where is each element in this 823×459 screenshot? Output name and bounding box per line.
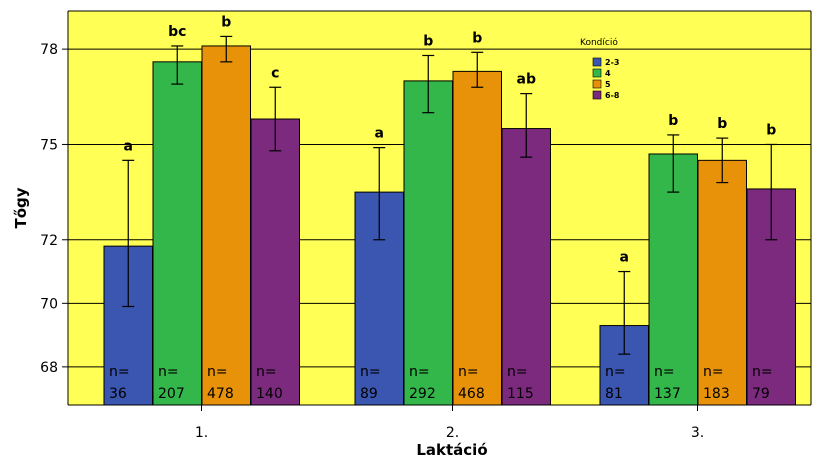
y-tick-label: 68 — [40, 360, 58, 376]
n-prefix-label: n= — [256, 364, 277, 380]
y-tick-label: 78 — [40, 42, 58, 58]
significance-label: b — [717, 116, 727, 132]
significance-label: b — [221, 14, 231, 30]
n-count-label: 292 — [409, 386, 436, 402]
bar — [697, 159, 747, 406]
x-tick-label: 2. — [446, 425, 459, 441]
n-count-label: 115 — [507, 386, 534, 402]
legend-swatch — [592, 57, 602, 67]
legend: Kondíció 2-3 4 5 6-8 — [580, 37, 620, 100]
n-count-label: 183 — [703, 386, 730, 402]
legend-swatch — [592, 68, 602, 78]
n-prefix-label: n= — [109, 364, 130, 380]
x-axis-title: Laktáció — [416, 441, 487, 459]
y-tick-label: 72 — [40, 233, 58, 249]
bar-groups: an=36bcn=207bn=478cn=140an=89bn=292bn=46… — [103, 14, 796, 406]
significance-label: c — [271, 65, 279, 81]
n-count-label: 140 — [256, 386, 283, 402]
n-prefix-label: n= — [409, 364, 430, 380]
y-axis-title: Tőgy — [12, 187, 30, 228]
significance-label: bc — [168, 24, 186, 40]
n-prefix-label: n= — [507, 364, 528, 380]
n-count-label: 81 — [605, 386, 623, 402]
legend-title: Kondíció — [580, 37, 618, 48]
x-tick-label: 1. — [195, 425, 208, 441]
legend-label: 2-3 — [605, 58, 619, 67]
n-prefix-label: n= — [752, 364, 773, 380]
n-prefix-label: n= — [654, 364, 675, 380]
y-tick-label: 70 — [40, 296, 58, 312]
n-count-label: 36 — [109, 386, 127, 402]
n-count-label: 468 — [458, 386, 485, 402]
n-count-label: 207 — [158, 386, 185, 402]
n-prefix-label: n= — [207, 364, 228, 380]
bar — [201, 45, 251, 406]
n-count-label: 137 — [654, 386, 681, 402]
legend-label: 5 — [605, 80, 611, 89]
n-prefix-label: n= — [158, 364, 179, 380]
legend-swatch — [592, 79, 602, 89]
legend-swatch — [592, 90, 602, 100]
significance-label: a — [620, 250, 629, 266]
significance-label: ab — [517, 72, 536, 88]
n-prefix-label: n= — [703, 364, 724, 380]
significance-label: b — [668, 113, 678, 129]
bar — [250, 118, 300, 406]
significance-label: a — [124, 138, 133, 154]
bar — [501, 128, 551, 406]
significance-label: b — [766, 122, 776, 138]
legend-label: 6-8 — [605, 91, 620, 100]
x-tick-label: 3. — [691, 425, 704, 441]
significance-label: b — [423, 33, 433, 49]
n-count-label: 79 — [752, 386, 770, 402]
significance-label: b — [472, 30, 482, 46]
n-prefix-label: n= — [605, 364, 626, 380]
n-prefix-label: n= — [360, 364, 381, 380]
n-count-label: 478 — [207, 386, 234, 402]
bar — [152, 61, 202, 406]
bar — [403, 80, 453, 406]
axes: 68 70 72 75 78 1. 2. 3. — [40, 10, 812, 441]
legend-label: 4 — [605, 69, 611, 78]
n-count-label: 89 — [360, 386, 378, 402]
y-tick-label: 75 — [40, 137, 58, 153]
n-prefix-label: n= — [458, 364, 479, 380]
bar — [452, 70, 502, 406]
significance-label: a — [375, 126, 384, 142]
